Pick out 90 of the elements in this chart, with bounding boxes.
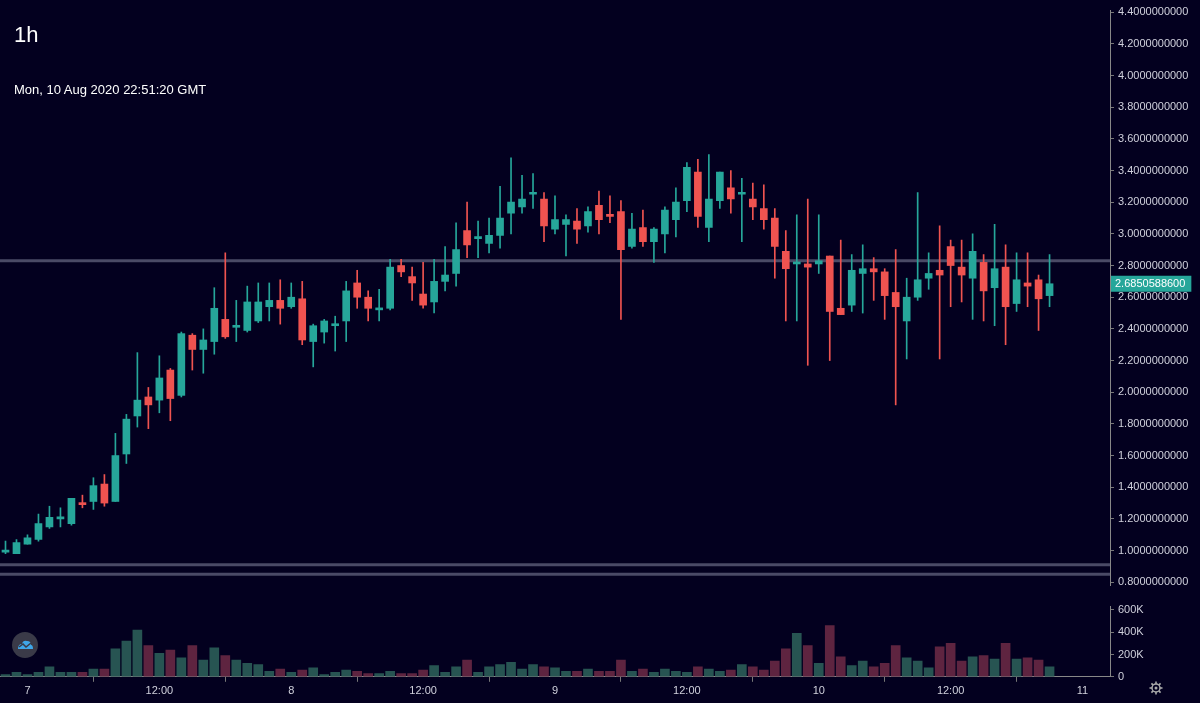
bar — [813, 663, 824, 677]
bar — [583, 668, 593, 677]
y-tick-label: 3.4000000000 — [1118, 163, 1189, 176]
y-tick-label: 1.8000000000 — [1118, 416, 1189, 429]
bar — [154, 653, 165, 677]
candlestick — [891, 249, 900, 406]
x-tick-label: 12:00 — [145, 684, 174, 697]
candlestick — [781, 230, 790, 322]
x-tick-label: 12:00 — [673, 684, 701, 697]
y-tick-label: 4.2000000000 — [1118, 36, 1189, 49]
bar — [132, 629, 143, 677]
y-tick-label: 2.2000000000 — [1118, 353, 1189, 366]
candlestick — [814, 214, 823, 274]
x-tick-label: 7 — [24, 684, 31, 697]
bar — [110, 648, 121, 677]
text: 2.6850588600 — [1115, 276, 1186, 289]
y-tick-label: 3.0000000000 — [1118, 226, 1189, 239]
candlestick — [529, 173, 537, 209]
candlestick — [869, 257, 878, 301]
candlestick — [913, 192, 922, 301]
bar — [165, 649, 176, 677]
candlestick — [221, 252, 230, 339]
bar — [143, 645, 154, 677]
candlestick — [331, 315, 340, 352]
bar — [44, 666, 55, 677]
y-tick-label: 0 — [1118, 669, 1125, 682]
candlestick — [858, 244, 867, 314]
y-tick-label: 3.6000000000 — [1118, 131, 1189, 144]
y-tick-label: 400K — [1118, 625, 1145, 638]
candlestick — [738, 178, 746, 243]
bar — [638, 668, 648, 677]
bar — [945, 643, 956, 677]
bar — [1000, 643, 1011, 677]
candlestick — [419, 262, 427, 309]
candlestick — [199, 328, 208, 374]
y-tick-label: 2.4000000000 — [1118, 321, 1189, 334]
bar — [967, 656, 978, 677]
y-tick-label: 1.2000000000 — [1118, 511, 1189, 524]
bar — [791, 633, 802, 677]
candlestick — [232, 300, 241, 342]
bar — [275, 668, 286, 677]
x-tick-label: 12:00 — [936, 684, 965, 697]
candlestick — [573, 208, 581, 244]
candlestick — [727, 170, 735, 214]
candlestick — [474, 220, 482, 258]
candlestick — [836, 239, 845, 315]
candlestick — [562, 214, 570, 257]
bar — [978, 655, 989, 677]
bar — [737, 664, 747, 677]
candlestick — [408, 266, 416, 301]
x-tick-label: 8 — [288, 684, 295, 697]
bar — [539, 666, 549, 677]
x-tick-label: 9 — [551, 684, 559, 697]
candlestick — [441, 246, 449, 292]
bar — [1044, 666, 1055, 677]
bar — [220, 655, 231, 677]
x-tick-label: 11 — [1076, 684, 1089, 697]
bar — [726, 669, 736, 677]
candlestick — [507, 157, 515, 235]
candlestick — [265, 282, 274, 322]
bar — [802, 645, 813, 677]
y-tick-label: 2.0000000000 — [1118, 385, 1189, 398]
bar — [462, 659, 472, 677]
candlestick — [748, 182, 757, 220]
text: 1h — [14, 22, 39, 48]
y-tick-label: 1.4000000000 — [1118, 480, 1189, 493]
y-tick-label: 4.0000000000 — [1118, 68, 1189, 81]
y-tick-label: 0.8000000000 — [1118, 575, 1189, 588]
y-tick-label: 1.0000000000 — [1118, 543, 1189, 556]
y-tick-label: 4.4000000000 — [1118, 5, 1189, 18]
y-tick-label: 2.8000000000 — [1118, 258, 1189, 271]
y-tick-label: 3.2000000000 — [1118, 195, 1189, 208]
text: Mon, 10 Aug 2020 22:51:20 GMT — [14, 82, 207, 97]
bar — [934, 646, 945, 677]
candlestick — [518, 174, 526, 214]
bar — [187, 645, 198, 677]
bar — [297, 669, 308, 677]
bar — [693, 666, 703, 677]
x-tick-label: 10 — [812, 684, 825, 697]
bar — [121, 640, 132, 677]
x-tick-label: 12:00 — [409, 684, 437, 697]
y-tick-label: 3.8000000000 — [1118, 100, 1189, 113]
y-tick-label: 2.6000000000 — [1118, 290, 1189, 303]
y-tick-label: 600K — [1118, 602, 1145, 615]
bar — [572, 670, 582, 677]
candlestick — [276, 279, 285, 325]
y-tick-label: 1.6000000000 — [1118, 448, 1189, 461]
y-tick-label: 200K — [1118, 647, 1145, 660]
bar — [627, 670, 637, 677]
candlestick — [606, 195, 614, 224]
